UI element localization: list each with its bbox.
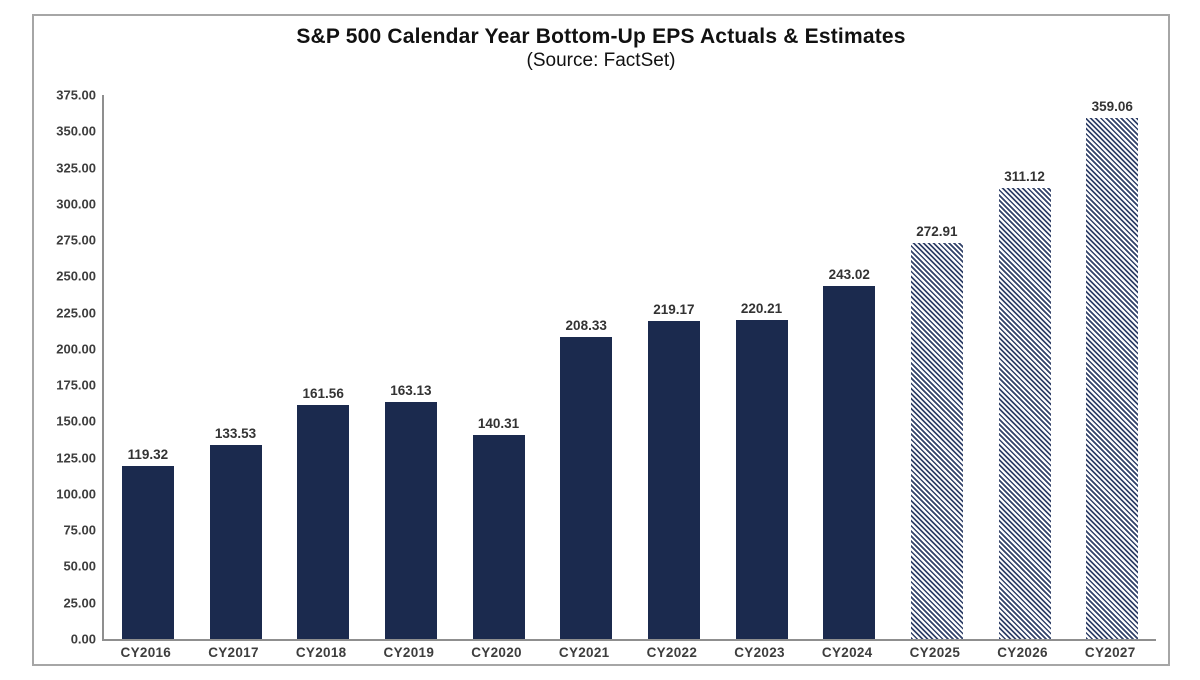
bar-column: 133.53 [192,95,280,639]
bar-value-label: 359.06 [1091,99,1133,115]
chart-frame: S&P 500 Calendar Year Bottom-Up EPS Actu… [32,14,1170,666]
bar-estimate [998,187,1051,639]
bar-estimate [910,243,963,639]
x-axis-tick-label: CY2019 [383,645,435,660]
bar-value-label: 243.02 [828,267,870,283]
bar-value-label: 272.91 [916,224,958,240]
bar-value-label: 220.21 [740,300,783,316]
y-axis-tick-label: 350.00 [56,123,96,139]
bar-column: 163.13 [367,95,455,639]
bar-value-label: 140.31 [477,416,520,432]
x-axis-tick-label: CY2027 [1084,645,1136,660]
x-axis-tick-label: CY2026 [997,645,1048,660]
bar-column: 208.33 [542,95,630,639]
bar-actual [384,402,437,639]
y-axis-tick-label: 375.00 [56,87,96,103]
bar-value-label: 161.56 [302,385,344,401]
bar-value-label: 133.53 [214,426,257,442]
x-axis-tick-label: CY2022 [646,645,698,660]
bar-value-label: 311.12 [1004,168,1045,184]
x-axis-tick-label: CY2025 [909,645,961,660]
x-axis: CY2016 CY2017 CY2018 CY2019 CY2020 CY2021 CY20… [102,645,1154,667]
bar-value-label: 119.32 [127,446,169,462]
y-axis-tick-label: 225.00 [56,305,96,321]
bar-column: 119.32 [104,95,192,639]
y-axis-tick-label: 125.00 [56,450,96,466]
bar-actual [297,404,350,639]
y-axis-tick-label: 100.00 [56,486,96,502]
bar-actual [121,465,174,639]
x-axis-tick-label: CY2020 [471,645,522,660]
y-axis-tick-label: 25.00 [63,595,96,611]
x-axis-tick-label: CY2021 [558,645,610,660]
bar-column: 243.02 [805,95,893,639]
y-axis-tick-label: 250.00 [56,268,96,284]
x-axis-tick-label: CY2017 [208,645,259,660]
y-axis-tick-label: 325.00 [56,160,96,176]
y-axis-tick-label: 150.00 [56,413,96,429]
x-axis-tick-label: CY2018 [295,645,347,660]
y-axis-tick-label: 275.00 [56,232,96,248]
bar-actual [735,319,788,639]
x-axis-tick-label: CY2023 [734,645,785,660]
y-axis-tick-label: 300.00 [56,196,96,212]
bar-value-label: 208.33 [565,317,607,333]
chart-subtitle: (Source: FactSet) [526,50,676,71]
y-axis-tick-label: 50.00 [63,558,96,574]
y-axis-tick-label: 175.00 [56,377,96,393]
x-axis-tick-label: CY2024 [821,645,873,660]
bar-column: 359.06 [1068,95,1156,639]
chart-title: S&P 500 Calendar Year Bottom-Up EPS Actu… [296,25,906,48]
bar-actual [647,321,700,639]
y-axis-tick-label: 0.00 [70,631,96,647]
bar-column: 161.56 [279,95,367,639]
bar-column: 220.21 [718,95,806,639]
bar-actual [823,286,876,639]
y-axis-tick-label: 75.00 [63,522,96,538]
y-axis-tick-label: 200.00 [56,341,96,357]
bar-value-label: 163.13 [390,383,432,399]
bar-actual [560,336,613,639]
bar-column: 272.91 [893,95,981,639]
bar-column: 219.17 [630,95,718,639]
y-axis: 0.00 25.00 50.00 75.00 100.00 125.00 150.00 175… [34,88,96,647]
bar-actual [472,435,525,639]
bar-column: 140.31 [455,95,543,639]
bar-column: 311.12 [981,95,1069,639]
bar-value-label: 219.17 [653,302,695,318]
bar-estimate [1086,118,1139,639]
plot-area: 119.32 133.53 161.56 163.13 140.31 208.33 219.… [102,95,1156,641]
bar-actual [209,445,262,639]
x-axis-tick-label: CY2016 [120,645,172,660]
